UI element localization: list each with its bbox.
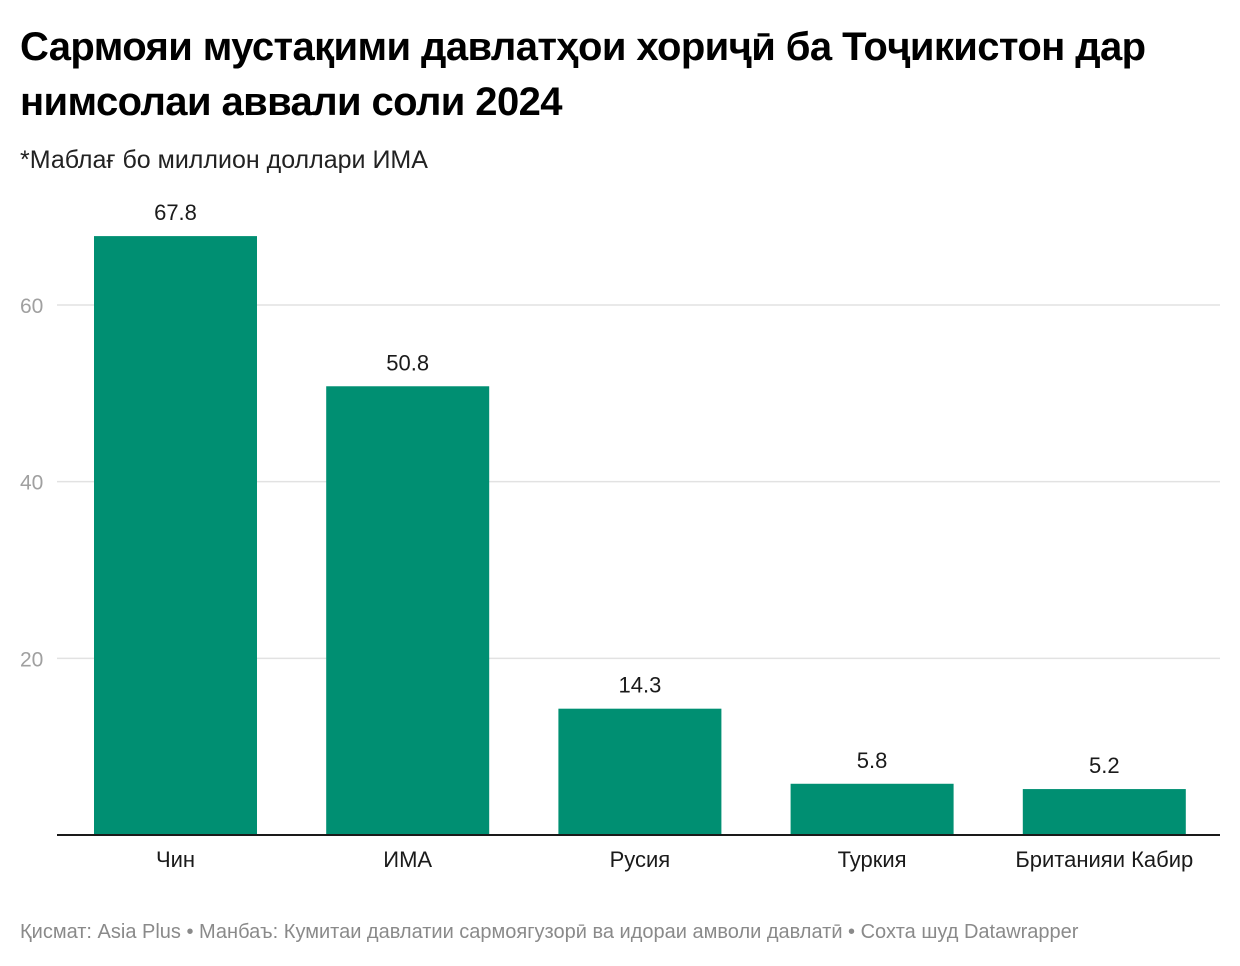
chart-subtitle: *Маблағ бо миллион доллари ИМА — [20, 146, 428, 174]
category-label: ИМА — [383, 847, 432, 872]
category-label: Британияи Кабир — [1015, 847, 1193, 872]
y-tick-label: 60 — [20, 295, 43, 318]
chart-footer-credits: Қисмат: Asia Plus • Манбаъ: Кумитаи давл… — [20, 921, 1079, 943]
bar — [790, 783, 954, 835]
category-labels: Чин ИМА Русия Туркия Британияи Кабир — [156, 847, 1193, 872]
category-label: Чин — [156, 847, 195, 872]
y-tick-label: 20 — [20, 648, 43, 671]
bar — [94, 236, 257, 836]
value-label: 5.8 — [857, 748, 888, 773]
category-label: Русия — [610, 847, 671, 872]
chart-title: Сармояи мустақими давлатҳои хориҷӣ ба То… — [20, 25, 1146, 124]
bar — [558, 708, 722, 835]
bars — [94, 236, 1186, 836]
y-tick-label: 40 — [20, 472, 43, 495]
value-label: 50.8 — [386, 350, 429, 375]
value-label: 5.2 — [1089, 753, 1120, 778]
value-labels: 67.8 50.8 14.3 5.8 5.2 — [154, 200, 1120, 778]
bar — [326, 386, 490, 835]
category-label: Туркия — [838, 847, 907, 872]
y-axis-ticks: 20 40 60 — [20, 295, 43, 671]
bar — [1022, 789, 1186, 835]
value-label: 14.3 — [618, 673, 661, 698]
value-label: 67.8 — [154, 200, 197, 225]
